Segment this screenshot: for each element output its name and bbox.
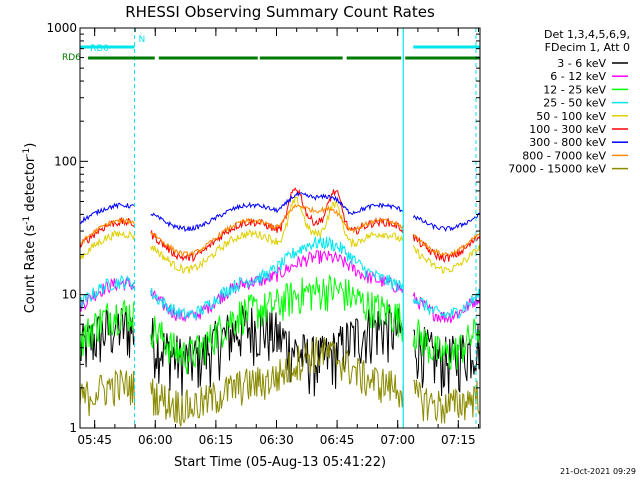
x-tick-label-1: 05:45 <box>77 433 112 447</box>
series-line-5 <box>80 195 480 274</box>
legend-label-7: 300 - 800 keV <box>529 136 606 149</box>
y-tick-label-2: 10 <box>62 288 77 302</box>
y-tick-label-1: 1 <box>69 421 77 435</box>
legend-label-2: 6 - 12 keV <box>550 70 606 83</box>
series-line-7 <box>80 191 480 233</box>
y-axis-label-sup2: -1 <box>22 148 32 157</box>
y-axis-label-main: Count Rate (s <box>23 225 38 314</box>
generation-timestamp: 21-Oct-2021 09:29 <box>560 467 636 476</box>
series-line-3 <box>80 273 480 375</box>
flag-label-rd6: RD6 <box>62 53 81 63</box>
series-line-8 <box>80 203 480 258</box>
legend-label-5: 50 - 100 keV <box>536 110 606 123</box>
flag-label-n: N <box>139 35 146 45</box>
x-tick-label-7: 07:15 <box>441 433 476 447</box>
y-axis-label-mid: detector <box>23 156 38 216</box>
plot-area: N RD0 RD6 <box>62 27 481 429</box>
y-tick-label-4: 1000 <box>46 21 77 35</box>
legend-header-line-1: Det 1,3,4,5,6,9, <box>544 28 630 41</box>
x-tick-label-6: 07:00 <box>380 433 415 447</box>
x-tick-label-2: 06:00 <box>138 433 173 447</box>
x-tick-label-4: 06:30 <box>259 433 294 447</box>
legend-label-4: 25 - 50 keV <box>543 97 606 110</box>
x-tick-label-5: 06:45 <box>320 433 355 447</box>
flag-label-rd0: RD0 <box>90 44 109 54</box>
series-line-4 <box>80 235 480 320</box>
legend: Det 1,3,4,5,6,9, FDecim 1, Att 0 3 - 6 k… <box>508 28 630 176</box>
x-axis-label: Start Time (05-Aug-13 05:41:22) <box>174 455 386 470</box>
series-line-9 <box>80 337 480 427</box>
y-axis-label-end: ) <box>23 143 38 148</box>
y-tick-label-3: 100 <box>54 154 77 168</box>
legend-label-8: 800 - 7000 keV <box>522 149 606 162</box>
legend-label-1: 3 - 6 keV <box>557 57 606 70</box>
legend-label-9: 7000 - 15000 keV <box>508 163 606 176</box>
x-tick-label-3: 06:15 <box>199 433 234 447</box>
series-lines <box>80 187 480 427</box>
legend-label-3: 12 - 25 keV <box>543 83 606 96</box>
legend-label-6: 100 - 300 keV <box>529 123 606 136</box>
chart-title: RHESSI Observing Summary Count Rates <box>125 3 435 21</box>
y-axis-label-sup1: -1 <box>22 216 32 225</box>
y-axis-label: Count Rate (s-1 detector-1) <box>22 143 38 314</box>
plot-frame <box>79 27 481 429</box>
axis-ticks: 1 10 100 1000 05:45 06:00 06:15 06:30 06:45 07:00… <box>46 21 480 447</box>
legend-header-line-2: FDecim 1, Att 0 <box>545 41 630 54</box>
